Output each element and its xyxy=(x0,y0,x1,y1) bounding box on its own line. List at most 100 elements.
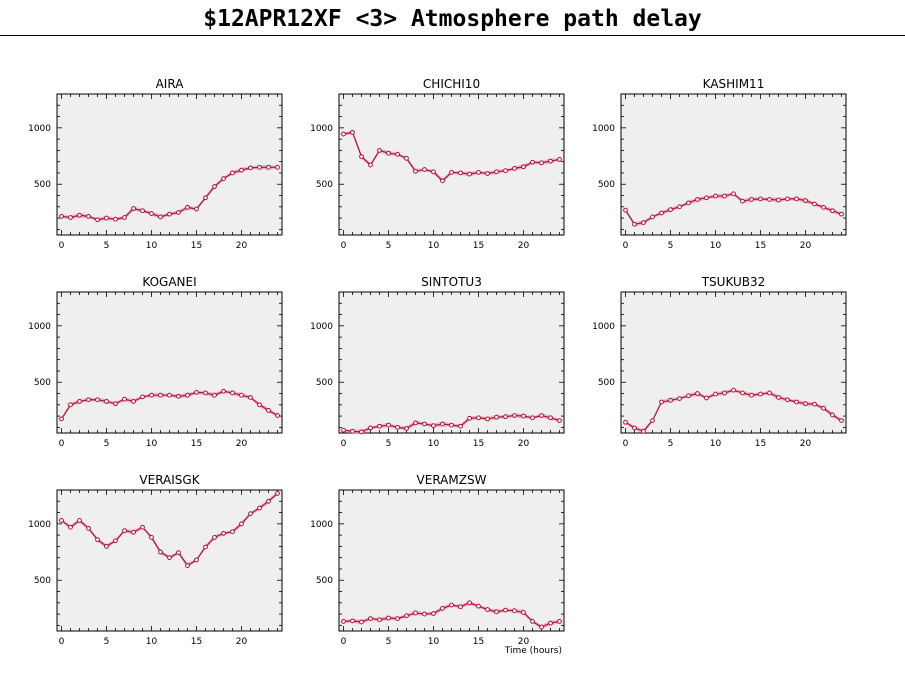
data-point xyxy=(440,178,445,184)
data-point xyxy=(104,544,109,549)
data-point xyxy=(485,416,490,422)
data-point xyxy=(422,611,427,617)
data-point xyxy=(467,171,472,177)
x-tick-label: 20 xyxy=(518,637,530,647)
data-point xyxy=(659,210,664,216)
data-point xyxy=(230,390,235,396)
data-point xyxy=(176,550,181,556)
panel-chichi10: CHICHI10 0 5 10 15 20 500 1000 xyxy=(310,77,565,251)
data-point xyxy=(494,169,499,175)
panel-kashim11: KASHIM11 0 5 10 15 20 500 1000 xyxy=(592,77,847,251)
data-point xyxy=(641,220,646,225)
panel-title: TSUKUB32 xyxy=(701,275,766,289)
data-point xyxy=(458,423,463,429)
data-point xyxy=(485,607,490,612)
x-tick-label: 20 xyxy=(236,637,248,647)
data-point xyxy=(122,528,127,534)
data-point xyxy=(257,402,262,408)
data-point xyxy=(632,221,637,227)
data-point xyxy=(212,534,217,540)
data-point xyxy=(368,425,373,431)
data-point xyxy=(395,616,400,621)
y-tick-label: 1000 xyxy=(28,124,51,134)
data-point xyxy=(512,608,517,614)
data-point xyxy=(740,198,745,204)
data-point xyxy=(440,421,445,427)
data-point xyxy=(821,204,826,210)
x-tick-label: 5 xyxy=(668,439,674,449)
y-tick-label: 1000 xyxy=(310,322,333,332)
data-point xyxy=(713,391,718,397)
data-point xyxy=(812,201,817,207)
data-point xyxy=(359,429,364,435)
data-point xyxy=(275,490,280,496)
data-point xyxy=(476,169,481,175)
data-point xyxy=(113,538,118,544)
y-tick-label: 500 xyxy=(316,378,333,388)
panel-veramzsw: VERAMZSW 0 5 10 15 20 500 1000 Time (hours) xyxy=(310,473,565,656)
data-point xyxy=(749,197,754,202)
data-point xyxy=(722,390,727,396)
data-point xyxy=(221,176,226,182)
data-point xyxy=(86,397,91,403)
x-tick-label: 10 xyxy=(146,637,158,647)
data-point xyxy=(557,157,562,162)
data-point xyxy=(104,399,109,404)
x-tick-label: 0 xyxy=(341,439,347,449)
x-tick-label: 0 xyxy=(59,637,65,647)
x-tick-label: 20 xyxy=(800,241,812,251)
data-point xyxy=(212,392,217,398)
data-point xyxy=(548,620,553,626)
y-tick-label: 500 xyxy=(34,576,51,586)
data-point xyxy=(830,412,835,418)
data-point xyxy=(68,215,73,220)
data-point xyxy=(77,212,82,218)
data-point xyxy=(830,208,835,214)
data-point xyxy=(140,524,145,530)
data-point xyxy=(704,395,709,401)
data-point xyxy=(149,392,154,398)
data-point xyxy=(386,422,391,428)
data-point xyxy=(203,195,208,201)
data-point xyxy=(158,214,163,220)
data-point xyxy=(122,215,127,220)
data-point xyxy=(95,397,100,403)
data-point xyxy=(767,197,772,202)
data-point xyxy=(431,611,436,616)
x-tick-label: 15 xyxy=(755,241,766,251)
data-point xyxy=(677,396,682,401)
data-point xyxy=(113,401,118,407)
data-point xyxy=(713,193,718,199)
data-point xyxy=(248,165,253,171)
y-tick-label: 500 xyxy=(598,378,615,388)
panel-veraisgk: VERAISGK 0 5 10 15 20 500 1000 xyxy=(28,473,283,647)
data-point xyxy=(785,196,790,202)
data-point xyxy=(557,418,562,423)
panel-sintotu3: SINTOTU3 0 5 10 15 20 500 1000 xyxy=(310,275,565,449)
data-point xyxy=(86,213,91,219)
data-point xyxy=(467,415,472,421)
y-tick-label: 500 xyxy=(598,180,615,190)
data-point xyxy=(149,211,154,216)
data-point xyxy=(686,200,691,206)
x-tick-label: 15 xyxy=(473,439,484,449)
data-point xyxy=(458,170,463,176)
y-tick-label: 1000 xyxy=(310,124,333,134)
data-point xyxy=(839,211,844,217)
x-tick-label: 5 xyxy=(386,439,392,449)
data-point xyxy=(167,555,172,561)
x-tick-label: 15 xyxy=(755,439,766,449)
data-point xyxy=(485,171,490,176)
data-point xyxy=(731,387,736,393)
y-tick-label: 500 xyxy=(316,180,333,190)
data-point xyxy=(704,195,709,201)
panel-tsukub32: TSUKUB32 0 5 10 15 20 500 1000 xyxy=(592,275,847,449)
data-point xyxy=(185,563,190,568)
data-point xyxy=(539,413,544,418)
x-tick-label: 20 xyxy=(236,439,248,449)
data-point xyxy=(503,607,508,613)
data-point xyxy=(413,610,418,616)
data-point xyxy=(113,216,118,222)
data-point xyxy=(521,609,526,615)
data-point xyxy=(449,602,454,608)
